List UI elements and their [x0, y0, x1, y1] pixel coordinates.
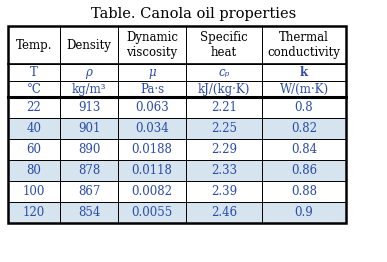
Text: Dynamic
viscosity: Dynamic viscosity	[126, 31, 178, 59]
Text: °C: °C	[27, 83, 41, 96]
Bar	[262, 26, 346, 64]
Bar	[262, 64, 346, 81]
Text: 2.29: 2.29	[211, 143, 237, 156]
Bar	[8, 26, 346, 223]
Bar	[118, 181, 186, 202]
Text: 100: 100	[23, 185, 45, 198]
Bar	[186, 139, 262, 160]
Bar	[186, 160, 262, 181]
Bar	[118, 139, 186, 160]
Text: 0.034: 0.034	[135, 122, 169, 135]
Bar	[262, 139, 346, 160]
Bar	[118, 26, 186, 64]
Bar	[186, 64, 262, 81]
Bar	[262, 202, 346, 223]
Bar	[262, 81, 346, 97]
Text: 901: 901	[78, 122, 100, 135]
Text: 0.88: 0.88	[291, 185, 317, 198]
Text: 0.84: 0.84	[291, 143, 317, 156]
Text: 2.25: 2.25	[211, 122, 237, 135]
Bar	[60, 160, 118, 181]
Bar	[186, 97, 262, 118]
Text: 878: 878	[78, 164, 100, 177]
Bar	[60, 202, 118, 223]
Bar	[186, 118, 262, 139]
Text: Table. Canola oil properties: Table. Canola oil properties	[91, 7, 296, 21]
Bar	[186, 202, 262, 223]
Text: kg/m³: kg/m³	[72, 83, 106, 96]
Text: 0.8: 0.8	[295, 101, 313, 114]
Bar	[60, 139, 118, 160]
Text: Thermal
conductivity: Thermal conductivity	[267, 31, 341, 59]
Text: 2.21: 2.21	[211, 101, 237, 114]
Bar	[60, 97, 118, 118]
Bar	[186, 81, 262, 97]
Text: 22: 22	[27, 101, 41, 114]
Text: 0.82: 0.82	[291, 122, 317, 135]
Bar	[118, 160, 186, 181]
Text: 2.46: 2.46	[211, 206, 237, 219]
Text: 60: 60	[26, 143, 41, 156]
Text: Specific
heat: Specific heat	[200, 31, 248, 59]
Text: Density: Density	[67, 39, 111, 52]
Text: 0.86: 0.86	[291, 164, 317, 177]
Bar	[60, 64, 118, 81]
Bar	[8, 118, 60, 139]
Bar	[118, 64, 186, 81]
Bar	[8, 160, 60, 181]
Text: 890: 890	[78, 143, 100, 156]
Text: μ: μ	[148, 66, 156, 79]
Text: 854: 854	[78, 206, 100, 219]
Bar	[262, 160, 346, 181]
Bar	[60, 81, 118, 97]
Text: 913: 913	[78, 101, 100, 114]
Text: 120: 120	[23, 206, 45, 219]
Bar	[118, 118, 186, 139]
Text: ρ: ρ	[86, 66, 92, 79]
Bar	[8, 181, 60, 202]
Bar	[118, 202, 186, 223]
Text: cₚ: cₚ	[218, 66, 230, 79]
Text: T: T	[30, 66, 38, 79]
Text: kJ/(kg·K): kJ/(kg·K)	[198, 83, 250, 96]
Text: 0.0188: 0.0188	[132, 143, 173, 156]
Text: 40: 40	[26, 122, 41, 135]
Bar	[8, 26, 60, 64]
Text: 0.063: 0.063	[135, 101, 169, 114]
Bar	[186, 26, 262, 64]
Text: k: k	[300, 66, 308, 79]
Text: Pa·s: Pa·s	[140, 83, 164, 96]
Text: W/(m·K): W/(m·K)	[279, 83, 329, 96]
Bar	[186, 181, 262, 202]
Text: 867: 867	[78, 185, 100, 198]
Text: 2.33: 2.33	[211, 164, 237, 177]
Bar	[60, 181, 118, 202]
Text: 80: 80	[27, 164, 41, 177]
Bar	[118, 81, 186, 97]
Bar	[8, 139, 60, 160]
Text: 0.9: 0.9	[295, 206, 313, 219]
Text: 2.39: 2.39	[211, 185, 237, 198]
Text: 0.0055: 0.0055	[131, 206, 173, 219]
Bar	[60, 26, 118, 64]
Bar	[8, 97, 60, 118]
Bar	[118, 97, 186, 118]
Bar	[60, 118, 118, 139]
Text: 0.0082: 0.0082	[132, 185, 173, 198]
Bar	[8, 64, 60, 81]
Text: Temp.: Temp.	[16, 39, 52, 52]
Bar	[262, 97, 346, 118]
Bar	[262, 118, 346, 139]
Text: 0.0118: 0.0118	[132, 164, 173, 177]
Bar	[262, 181, 346, 202]
Bar	[8, 81, 60, 97]
Bar	[8, 202, 60, 223]
